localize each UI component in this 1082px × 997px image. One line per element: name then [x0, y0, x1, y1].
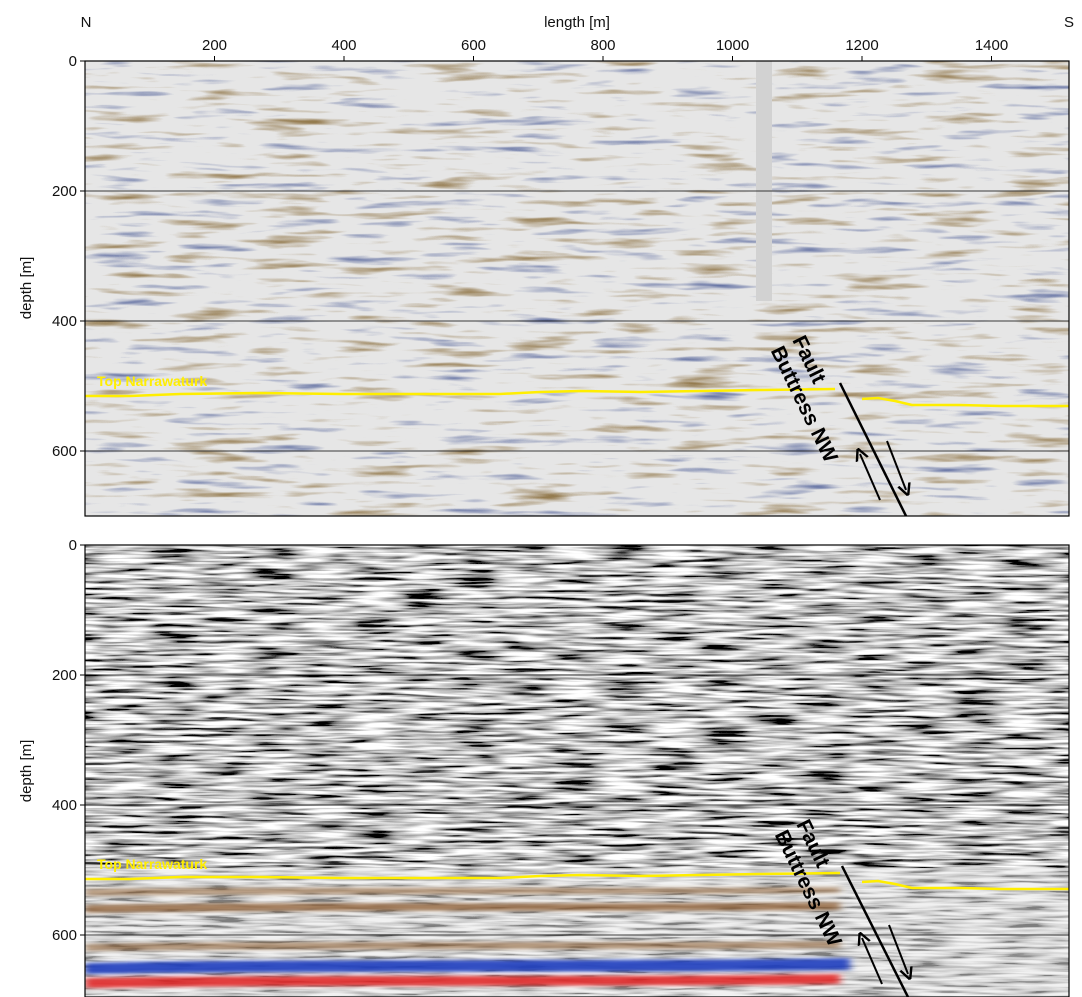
panel-bottom-blue-reflector — [85, 958, 850, 974]
x-tick-label: 200 — [202, 37, 227, 54]
y-tick-label: 0 — [69, 537, 77, 554]
panel-top-frame — [84, 60, 1070, 517]
panel-bottom-deep-reflectors — [85, 887, 850, 988]
panel-bottom-brown-reflector — [85, 902, 840, 913]
panel-top-seismic-section: Top Narrawaturk Fault Buttress NW depth … — [18, 53, 1070, 517]
x-tick-label: 400 — [331, 37, 356, 54]
x-axis-title: length [m] — [544, 14, 610, 31]
panel-top-reflectivity-texture — [85, 61, 1069, 516]
x-tick-label: 600 — [461, 37, 486, 54]
y-tick-label: 400 — [52, 797, 77, 814]
x-tick-label: 1000 — [716, 37, 749, 54]
panel-top-y-axis-ticks: 0 200 400 600 — [52, 53, 85, 460]
y-tick-label: 0 — [69, 53, 77, 70]
north-end-label: N — [81, 14, 92, 31]
x-tick-label: 1400 — [975, 37, 1008, 54]
panel-top-fault-arrow-up — [860, 454, 881, 501]
panel-bottom-horizon-line-hangingwall — [861, 879, 1069, 891]
panel-top-horizon-label: Top Narrawaturk — [97, 373, 207, 389]
x-tick-label: 1200 — [845, 37, 878, 54]
panel-bottom-seismic-section: Top Narrawaturk Fault Buttress NW depth … — [18, 537, 1070, 997]
panel-bottom-horizon-line — [85, 871, 841, 881]
panel-bottom-fault-line — [840, 865, 910, 997]
panel-bottom-fault-arrow-down — [888, 924, 908, 974]
south-end-label: S — [1064, 14, 1074, 31]
x-tick-label: 800 — [590, 37, 615, 54]
x-axis-ticks: 200 400 600 800 1000 1200 1400 — [202, 37, 1008, 61]
panel-bottom-frame — [84, 544, 1070, 997]
panel-bottom-y-axis-title: depth [m] — [18, 740, 35, 803]
y-tick-label: 600 — [52, 927, 77, 944]
panel-top-horizon-line-hangingwall — [861, 396, 1069, 408]
y-tick-label: 200 — [52, 183, 77, 200]
y-tick-label: 200 — [52, 667, 77, 684]
panel-bottom-red-reflector — [85, 974, 840, 988]
panel-top-horizon-line — [85, 387, 836, 398]
y-tick-label: 600 — [52, 443, 77, 460]
panel-top-y-axis-title: depth [m] — [18, 257, 35, 320]
panel-bottom-y-axis-ticks: 0 200 400 600 — [52, 537, 85, 944]
panel-bottom-brown-reflector-2 — [85, 941, 840, 951]
panel-top-fault-arrow-down — [886, 440, 906, 490]
panel-bottom-fault-arrow-up — [862, 938, 883, 985]
y-tick-label: 400 — [52, 313, 77, 330]
panel-top-fault-line — [838, 382, 908, 516]
panel-bottom-upper-brown-reflector — [85, 887, 840, 896]
panel-top-gap-trace — [756, 61, 772, 301]
panel-bottom-horizon-label: Top Narrawaturk — [97, 856, 207, 872]
